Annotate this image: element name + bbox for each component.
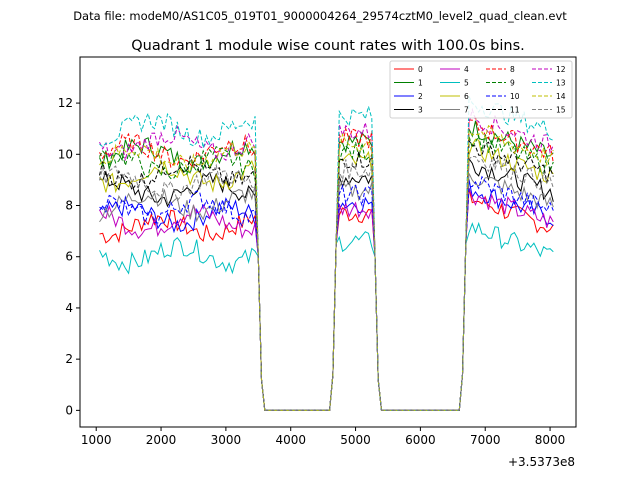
plot-frame bbox=[79, 56, 577, 428]
legend-label-5: 5 bbox=[464, 79, 469, 88]
legend-label-12: 12 bbox=[556, 65, 566, 74]
series-line-8 bbox=[99, 116, 554, 411]
legend-label-4: 4 bbox=[464, 65, 469, 74]
y-tick-label-6: 6 bbox=[65, 250, 73, 264]
series-line-4 bbox=[99, 187, 554, 411]
legend-label-6: 6 bbox=[464, 92, 469, 101]
legend-label-9: 9 bbox=[510, 79, 515, 88]
y-tick-label-4: 4 bbox=[65, 301, 73, 315]
x-tick-label-4000: 4000 bbox=[275, 433, 306, 447]
x-tick-label-5000: 5000 bbox=[340, 433, 371, 447]
legend-label-0: 0 bbox=[418, 65, 423, 74]
legend-label-10: 10 bbox=[510, 92, 520, 101]
series-line-9 bbox=[99, 134, 554, 411]
legend-box bbox=[389, 60, 573, 119]
series-line-13 bbox=[99, 96, 554, 411]
y-tick-label-12: 12 bbox=[58, 96, 73, 110]
x-tick-label-2000: 2000 bbox=[146, 433, 177, 447]
legend-label-1: 1 bbox=[418, 79, 423, 88]
series-line-6 bbox=[99, 138, 554, 411]
series-line-5 bbox=[99, 221, 554, 411]
series-line-1 bbox=[99, 120, 554, 411]
x-tick-label-8000: 8000 bbox=[535, 433, 566, 447]
series-group bbox=[99, 96, 554, 411]
series-line-10 bbox=[99, 175, 554, 411]
legend-label-3: 3 bbox=[418, 106, 423, 115]
y-tick-label-0: 0 bbox=[65, 403, 73, 417]
legend-label-14: 14 bbox=[556, 92, 566, 101]
chart-suptitle: Data file: modeM0/AS1C05_019T01_90000042… bbox=[73, 9, 567, 23]
x-tick-label-7000: 7000 bbox=[470, 433, 501, 447]
legend-label-13: 13 bbox=[556, 79, 566, 88]
x-offset-label: +3.5373e8 bbox=[508, 455, 575, 469]
series-line-14 bbox=[99, 124, 554, 411]
chart-title: Quadrant 1 module wise count rates with … bbox=[131, 38, 525, 54]
series-line-11 bbox=[99, 139, 554, 411]
legend-label-11: 11 bbox=[510, 106, 520, 115]
plot-area: 1000 2000 3000 4000 5000 6000 7000 800002468101… bbox=[58, 56, 577, 447]
series-line-2 bbox=[99, 179, 554, 411]
series-line-7 bbox=[99, 173, 554, 411]
series-line-15 bbox=[99, 155, 554, 411]
legend-label-2: 2 bbox=[418, 92, 423, 101]
y-tick-label-2: 2 bbox=[65, 352, 73, 366]
series-line-0 bbox=[99, 188, 554, 411]
x-tick-label-6000: 6000 bbox=[405, 433, 436, 447]
y-tick-label-8: 8 bbox=[65, 199, 73, 213]
legend-label-7: 7 bbox=[464, 106, 469, 115]
y-tick-label-10: 10 bbox=[58, 147, 73, 161]
x-tick-label-1000: 1000 bbox=[81, 433, 112, 447]
legend-label-15: 15 bbox=[556, 106, 566, 115]
legend-label-8: 8 bbox=[510, 65, 515, 74]
x-tick-label-3000: 3000 bbox=[211, 433, 242, 447]
